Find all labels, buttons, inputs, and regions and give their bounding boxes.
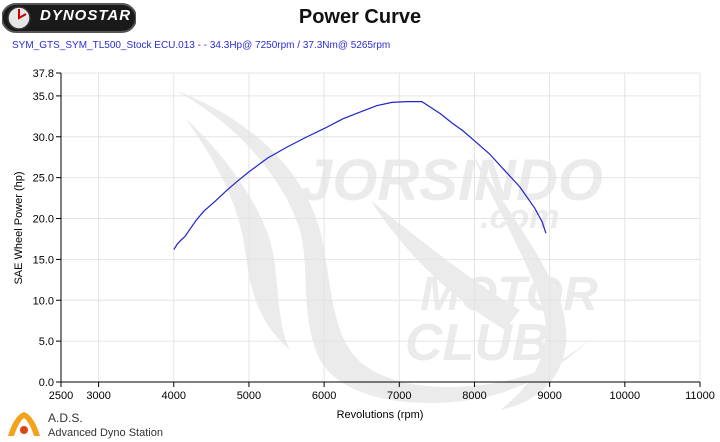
dynostar-brand-text: DYNOSTAR — [40, 7, 132, 24]
x-axis-ticks: 2500 3000 4000 5000 6000 7000 8000 9000 10000 110… — [49, 382, 715, 402]
y-tick-label: 30.0 — [33, 132, 54, 144]
x-tick-label: 4000 — [162, 390, 186, 402]
watermark-logo: JORSINDO .com MOTOR CLUB — [175, 90, 603, 410]
y-tick-label: 37.8 — [33, 68, 54, 80]
ads-title: A.D.S. — [48, 411, 83, 425]
x-tick-label: 11000 — [685, 390, 715, 402]
y-tick-label: 15.0 — [33, 254, 54, 266]
chart-axes — [60, 73, 700, 383]
dynostar-logo — [2, 3, 136, 33]
chart-gridlines — [61, 72, 701, 382]
x-axis-label: Revolutions (rpm) — [337, 409, 424, 421]
svg-text:CLUB: CLUB — [405, 314, 549, 372]
x-tick-label: 9000 — [537, 390, 561, 402]
y-tick-label: 35.0 — [33, 91, 54, 103]
y-axis-label: SAE Wheel Power (hp) — [13, 171, 25, 284]
x-tick-label: 7000 — [387, 390, 411, 402]
y-tick-label: 20.0 — [33, 214, 54, 226]
svg-text:JORSINDO: JORSINDO — [300, 148, 603, 213]
y-tick-label: 10.0 — [33, 295, 54, 307]
x-tick-label: 8000 — [462, 390, 486, 402]
y-tick-label: 5.0 — [39, 336, 54, 348]
y-tick-label: 0.0 — [39, 377, 54, 389]
x-tick-label: 2500 — [49, 390, 73, 402]
ads-logo-icon — [8, 412, 40, 436]
power-curve-line — [173, 100, 547, 250]
svg-text:.com: .com — [480, 198, 559, 236]
chart-title: Power Curve — [298, 6, 422, 28]
x-tick-label: 10000 — [610, 390, 641, 402]
chart-subtitle: SYM_GTS_SYM_TL500_Stock ECU.013 - - 34.3… — [12, 40, 391, 51]
chart-series — [173, 100, 547, 250]
svg-text:MOTOR: MOTOR — [420, 268, 598, 321]
ads-subtitle: Advanced Dyno Station — [48, 427, 163, 439]
x-tick-label: 5000 — [237, 390, 261, 402]
y-axis-ticks: 0.0 5.0 10.0 15.0 20.0 25.0 30.0 35.0 37.8 — [33, 68, 61, 389]
x-tick-label: 6000 — [312, 390, 336, 402]
x-tick-label: 3000 — [86, 390, 110, 402]
y-tick-label: 25.0 — [33, 173, 54, 185]
